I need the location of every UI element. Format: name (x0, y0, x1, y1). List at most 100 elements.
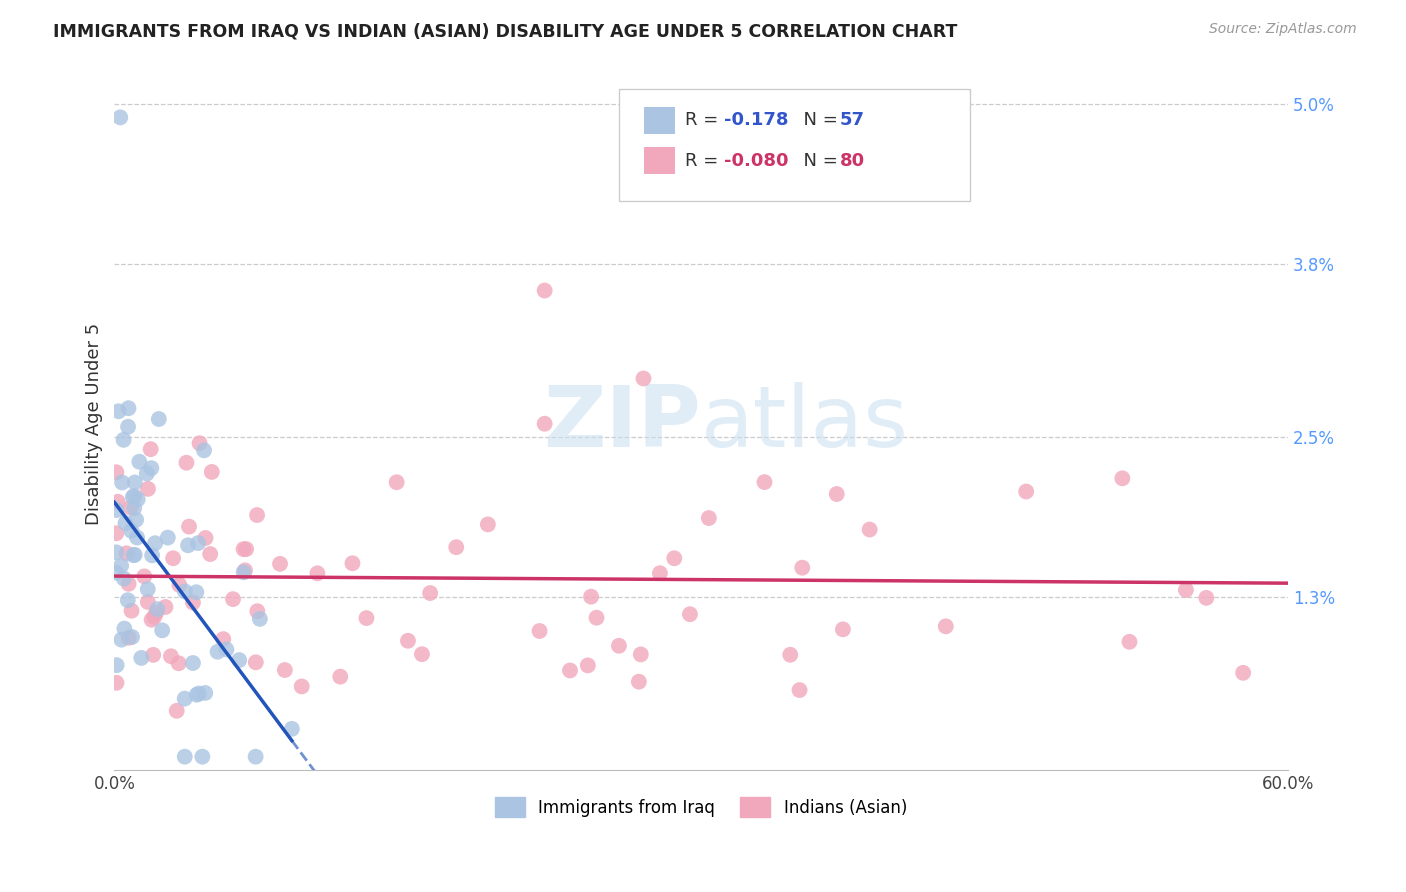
Text: 80: 80 (839, 152, 865, 169)
Point (173, 749, 195, 764)
Point (186, 688, 208, 702)
Point (194, 531, 217, 545)
Point (789, 683, 811, 698)
Point (117, 401, 139, 416)
Point (477, 517, 499, 532)
Point (1174, 582, 1197, 597)
Point (679, 607, 702, 622)
Point (136, 482, 159, 496)
Point (111, 475, 134, 490)
Point (145, 606, 167, 620)
Text: IMMIGRANTS FROM IRAQ VS INDIAN (ASIAN) DISABILITY AGE UNDER 5 CORRELATION CHART: IMMIGRANTS FROM IRAQ VS INDIAN (ASIAN) D… (53, 22, 957, 40)
Point (576, 658, 599, 673)
Point (105, 658, 128, 673)
Point (174, 584, 197, 599)
Point (120, 524, 142, 538)
Point (110, 111, 132, 125)
Point (307, 566, 329, 581)
Point (110, 558, 132, 573)
Point (118, 631, 141, 645)
Point (143, 610, 166, 624)
Point (114, 516, 136, 530)
Point (105, 526, 128, 541)
Point (105, 465, 128, 479)
Point (107, 404, 129, 418)
Point (246, 604, 269, 618)
Point (128, 455, 150, 469)
Point (627, 674, 650, 689)
Point (356, 611, 378, 625)
Point (150, 624, 173, 638)
Text: 57: 57 (839, 112, 865, 129)
Point (648, 566, 671, 581)
Text: ZIP: ZIP (543, 382, 702, 466)
Point (232, 566, 254, 580)
Point (134, 569, 156, 583)
Text: atlas: atlas (702, 382, 910, 466)
Point (107, 495, 129, 509)
Point (121, 630, 143, 644)
Point (419, 586, 441, 600)
Point (194, 686, 217, 700)
Text: N =: N = (792, 152, 844, 169)
Point (121, 604, 143, 618)
Point (212, 632, 235, 646)
Point (222, 592, 245, 607)
Point (177, 538, 200, 552)
Point (245, 655, 267, 669)
Point (112, 433, 135, 447)
Point (754, 475, 776, 489)
Point (245, 749, 267, 764)
Point (176, 456, 198, 470)
Point (664, 551, 686, 566)
Point (385, 475, 408, 490)
Point (122, 500, 145, 515)
Point (187, 536, 209, 550)
Point (117, 419, 139, 434)
Text: N =: N = (792, 112, 844, 129)
Point (779, 648, 801, 662)
Point (173, 691, 195, 706)
Point (529, 624, 551, 638)
Point (825, 487, 848, 501)
Point (396, 633, 419, 648)
Point (112, 572, 135, 586)
Text: Source: ZipAtlas.com: Source: ZipAtlas.com (1209, 22, 1357, 37)
Point (166, 704, 188, 718)
Point (249, 612, 271, 626)
Point (181, 656, 204, 670)
Point (177, 519, 200, 533)
Point (136, 582, 159, 597)
Point (342, 556, 364, 570)
Point (146, 602, 169, 616)
Point (136, 595, 159, 609)
Point (558, 664, 581, 678)
Point (125, 513, 148, 527)
Point (187, 686, 209, 700)
Point (105, 566, 128, 580)
Point (188, 436, 211, 450)
Point (1118, 635, 1140, 649)
Point (792, 560, 814, 574)
Point (1232, 665, 1254, 680)
Point (148, 412, 170, 426)
Point (156, 531, 179, 545)
Point (186, 585, 208, 599)
Text: R =: R = (685, 152, 724, 169)
Point (139, 442, 162, 457)
Text: -0.080: -0.080 (724, 152, 789, 169)
Point (607, 639, 630, 653)
Point (120, 500, 142, 515)
Point (110, 632, 132, 647)
Point (832, 623, 855, 637)
Point (630, 648, 652, 662)
Point (143, 536, 166, 550)
Point (235, 542, 257, 557)
Point (105, 675, 128, 690)
Point (169, 578, 191, 592)
Text: R =: R = (685, 112, 724, 129)
Point (105, 503, 128, 517)
Point (160, 649, 183, 664)
Point (193, 443, 215, 458)
Y-axis label: Disability Age Under 5: Disability Age Under 5 (86, 323, 103, 524)
